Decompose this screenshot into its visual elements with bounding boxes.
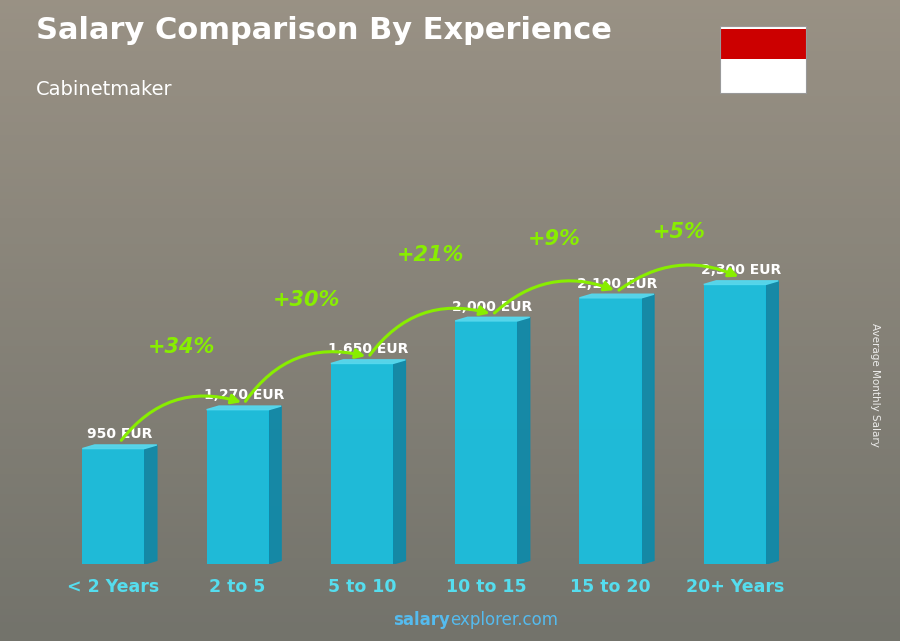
Text: +30%: +30%	[273, 290, 339, 310]
Polygon shape	[704, 281, 778, 285]
Text: Salary Comparison By Experience: Salary Comparison By Experience	[36, 16, 612, 45]
Polygon shape	[82, 445, 157, 449]
Bar	[580, 298, 642, 564]
Text: 2,300 EUR: 2,300 EUR	[701, 263, 781, 277]
Text: 2,190 EUR: 2,190 EUR	[577, 276, 657, 290]
Bar	[720, 29, 806, 60]
Bar	[720, 60, 806, 90]
Text: +9%: +9%	[528, 229, 581, 249]
Polygon shape	[455, 317, 530, 321]
Bar	[82, 449, 144, 564]
Bar	[331, 363, 393, 564]
Polygon shape	[393, 360, 405, 564]
Bar	[207, 410, 269, 564]
Text: salary: salary	[393, 612, 450, 629]
Text: 950 EUR: 950 EUR	[87, 428, 152, 441]
Text: 1,650 EUR: 1,650 EUR	[328, 342, 409, 356]
Polygon shape	[269, 406, 281, 564]
Text: 2,000 EUR: 2,000 EUR	[453, 299, 533, 313]
Polygon shape	[642, 294, 654, 564]
Text: Average Monthly Salary: Average Monthly Salary	[869, 322, 880, 447]
Bar	[704, 285, 766, 564]
Text: explorer.com: explorer.com	[450, 612, 558, 629]
Polygon shape	[331, 360, 405, 363]
Bar	[455, 321, 517, 564]
Text: +34%: +34%	[148, 337, 215, 358]
Text: +21%: +21%	[397, 245, 464, 265]
Polygon shape	[144, 445, 157, 564]
Polygon shape	[207, 406, 281, 410]
Text: Cabinetmaker: Cabinetmaker	[36, 80, 173, 99]
Polygon shape	[580, 294, 654, 298]
Text: 1,270 EUR: 1,270 EUR	[203, 388, 284, 403]
Polygon shape	[766, 281, 778, 564]
Text: +5%: +5%	[652, 222, 706, 242]
Polygon shape	[518, 317, 530, 564]
